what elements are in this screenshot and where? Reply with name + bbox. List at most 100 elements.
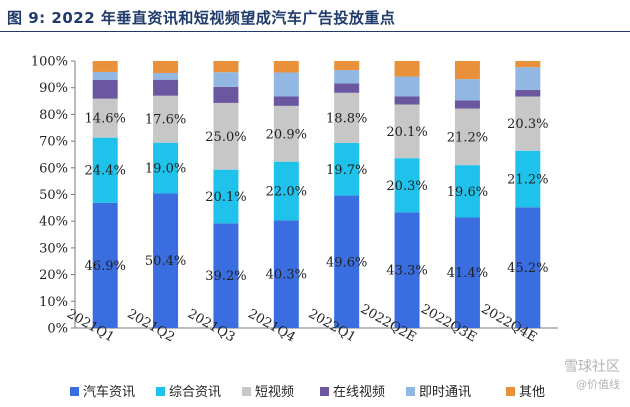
data-label-short_video: 20.1%: [386, 125, 427, 140]
watermark: 雪球社区 @价值线: [564, 359, 620, 393]
y-tick-label: 90%: [39, 81, 68, 96]
bar-segment-other: [213, 61, 239, 73]
bar-segment-short_video: [515, 96, 541, 151]
bar-segment-online_video: [213, 86, 239, 103]
figure-title: 图 9: 2022 年垂直资讯和短视频望成汽车广告投放重点: [7, 9, 396, 27]
data-label-short_video: 14.6%: [85, 112, 126, 127]
data-label-general_news: 22.0%: [266, 185, 307, 200]
bar-segment-general_news: [92, 137, 118, 203]
watermark-main: 雪球社区: [564, 359, 620, 375]
bar-segment-short_video: [273, 105, 299, 162]
data-label-short_video: 18.8%: [326, 111, 367, 126]
legend-swatch-auto_news: [70, 387, 79, 396]
data-label-general_news: 24.4%: [85, 164, 126, 179]
bar-segment-other: [394, 61, 420, 77]
bar-segment-short_video: [334, 92, 360, 143]
bar-segment-online_video: [515, 89, 541, 97]
legend-label-online_video: 在线视频: [333, 385, 385, 400]
bar-segment-short_video: [213, 102, 239, 170]
bar-segment-instant_msg: [92, 71, 118, 80]
bar-segment-other: [153, 61, 179, 74]
y-tick-label: 80%: [39, 108, 68, 123]
legend-swatch-short_video: [242, 387, 251, 396]
figure-title-bar: 图 9: 2022 年垂直资讯和短视频望成汽车广告投放重点: [0, 0, 630, 32]
data-label-general_news: 20.1%: [205, 190, 246, 205]
bar-segment-instant_msg: [454, 79, 480, 101]
bar-segment-online_video: [273, 96, 299, 106]
bar-segment-general_news: [213, 169, 239, 224]
data-label-short_video: 21.2%: [447, 130, 488, 145]
data-label-auto_news: 46.9%: [85, 259, 126, 274]
legend-label-instant_msg: 即时通讯: [419, 385, 471, 400]
data-label-general_news: 21.2%: [507, 173, 548, 188]
bar-segment-online_video: [454, 100, 480, 109]
y-tick-label: 0%: [47, 322, 68, 337]
legend-label-general_news: 综合资讯: [169, 385, 221, 400]
bar-segment-auto_news: [273, 220, 299, 328]
bar-segment-auto_news: [213, 223, 239, 328]
bar-segment-online_video: [394, 96, 420, 105]
bar-segment-other: [92, 61, 118, 72]
data-label-auto_news: 40.3%: [266, 268, 307, 283]
bar-segment-general_news: [334, 142, 360, 196]
legend-swatch-general_news: [156, 387, 165, 396]
legend-label-auto_news: 汽车资讯: [83, 384, 135, 400]
bar-segment-general_news: [273, 161, 299, 221]
bar-segment-auto_news: [153, 193, 179, 328]
bar-segment-general_news: [515, 150, 541, 208]
bar-segment-auto_news: [334, 195, 360, 328]
watermark-sub: @价值线: [576, 378, 620, 391]
bar-segment-other: [273, 61, 299, 73]
bar-segment-auto_news: [515, 207, 541, 328]
bar-segment-short_video: [454, 108, 480, 166]
bar-segment-short_video: [153, 95, 179, 143]
bar-segment-general_news: [153, 142, 179, 194]
bar-segment-instant_msg: [515, 67, 541, 90]
bar-segment-instant_msg: [334, 70, 360, 84]
data-label-short_video: 25.0%: [205, 130, 246, 145]
y-tick-label: 20%: [39, 268, 68, 283]
bar-segment-instant_msg: [273, 72, 299, 97]
bar-segment-auto_news: [92, 202, 118, 328]
data-label-general_news: 19.6%: [447, 185, 488, 200]
data-label-short_video: 20.3%: [507, 117, 548, 132]
y-tick-label: 100%: [31, 55, 68, 70]
bar-segment-online_video: [153, 79, 179, 96]
data-label-auto_news: 50.4%: [145, 254, 186, 269]
bar-segment-online_video: [92, 79, 118, 99]
bar-segment-auto_news: [394, 212, 420, 328]
bar-segment-short_video: [92, 98, 118, 138]
bar-segment-instant_msg: [394, 76, 420, 97]
data-label-auto_news: 49.6%: [326, 255, 367, 270]
bar-segment-online_video: [334, 83, 360, 93]
bar-segment-other: [515, 61, 541, 68]
legend-swatch-online_video: [320, 387, 329, 396]
y-tick-label: 50%: [39, 188, 68, 203]
bar-segment-instant_msg: [153, 73, 179, 80]
bar-segment-general_news: [454, 165, 480, 218]
bar-segment-general_news: [394, 158, 420, 213]
data-label-short_video: 17.6%: [145, 113, 186, 128]
legend-label-other: 其他: [519, 385, 545, 400]
bar-segment-auto_news: [454, 217, 480, 328]
y-tick-label: 60%: [39, 161, 68, 176]
data-label-auto_news: 39.2%: [205, 269, 246, 284]
data-label-auto_news: 45.2%: [507, 261, 548, 276]
legend-label-short_video: 短视频: [255, 385, 294, 400]
y-tick-label: 10%: [39, 295, 68, 310]
data-label-auto_news: 41.4%: [447, 266, 488, 281]
data-label-general_news: 20.3%: [386, 179, 427, 194]
data-label-general_news: 19.0%: [145, 162, 186, 177]
data-label-auto_news: 43.3%: [386, 264, 427, 279]
bar-segment-short_video: [394, 104, 420, 159]
legend-swatch-other: [506, 387, 515, 396]
y-tick-label: 40%: [39, 215, 68, 230]
bar-segment-other: [334, 61, 360, 71]
data-label-general_news: 19.7%: [326, 163, 367, 178]
data-label-short_video: 20.9%: [266, 127, 307, 142]
y-tick-label: 30%: [39, 241, 68, 256]
bar-segment-other: [454, 61, 480, 80]
y-tick-label: 70%: [39, 135, 68, 150]
legend-swatch-instant_msg: [406, 387, 415, 396]
